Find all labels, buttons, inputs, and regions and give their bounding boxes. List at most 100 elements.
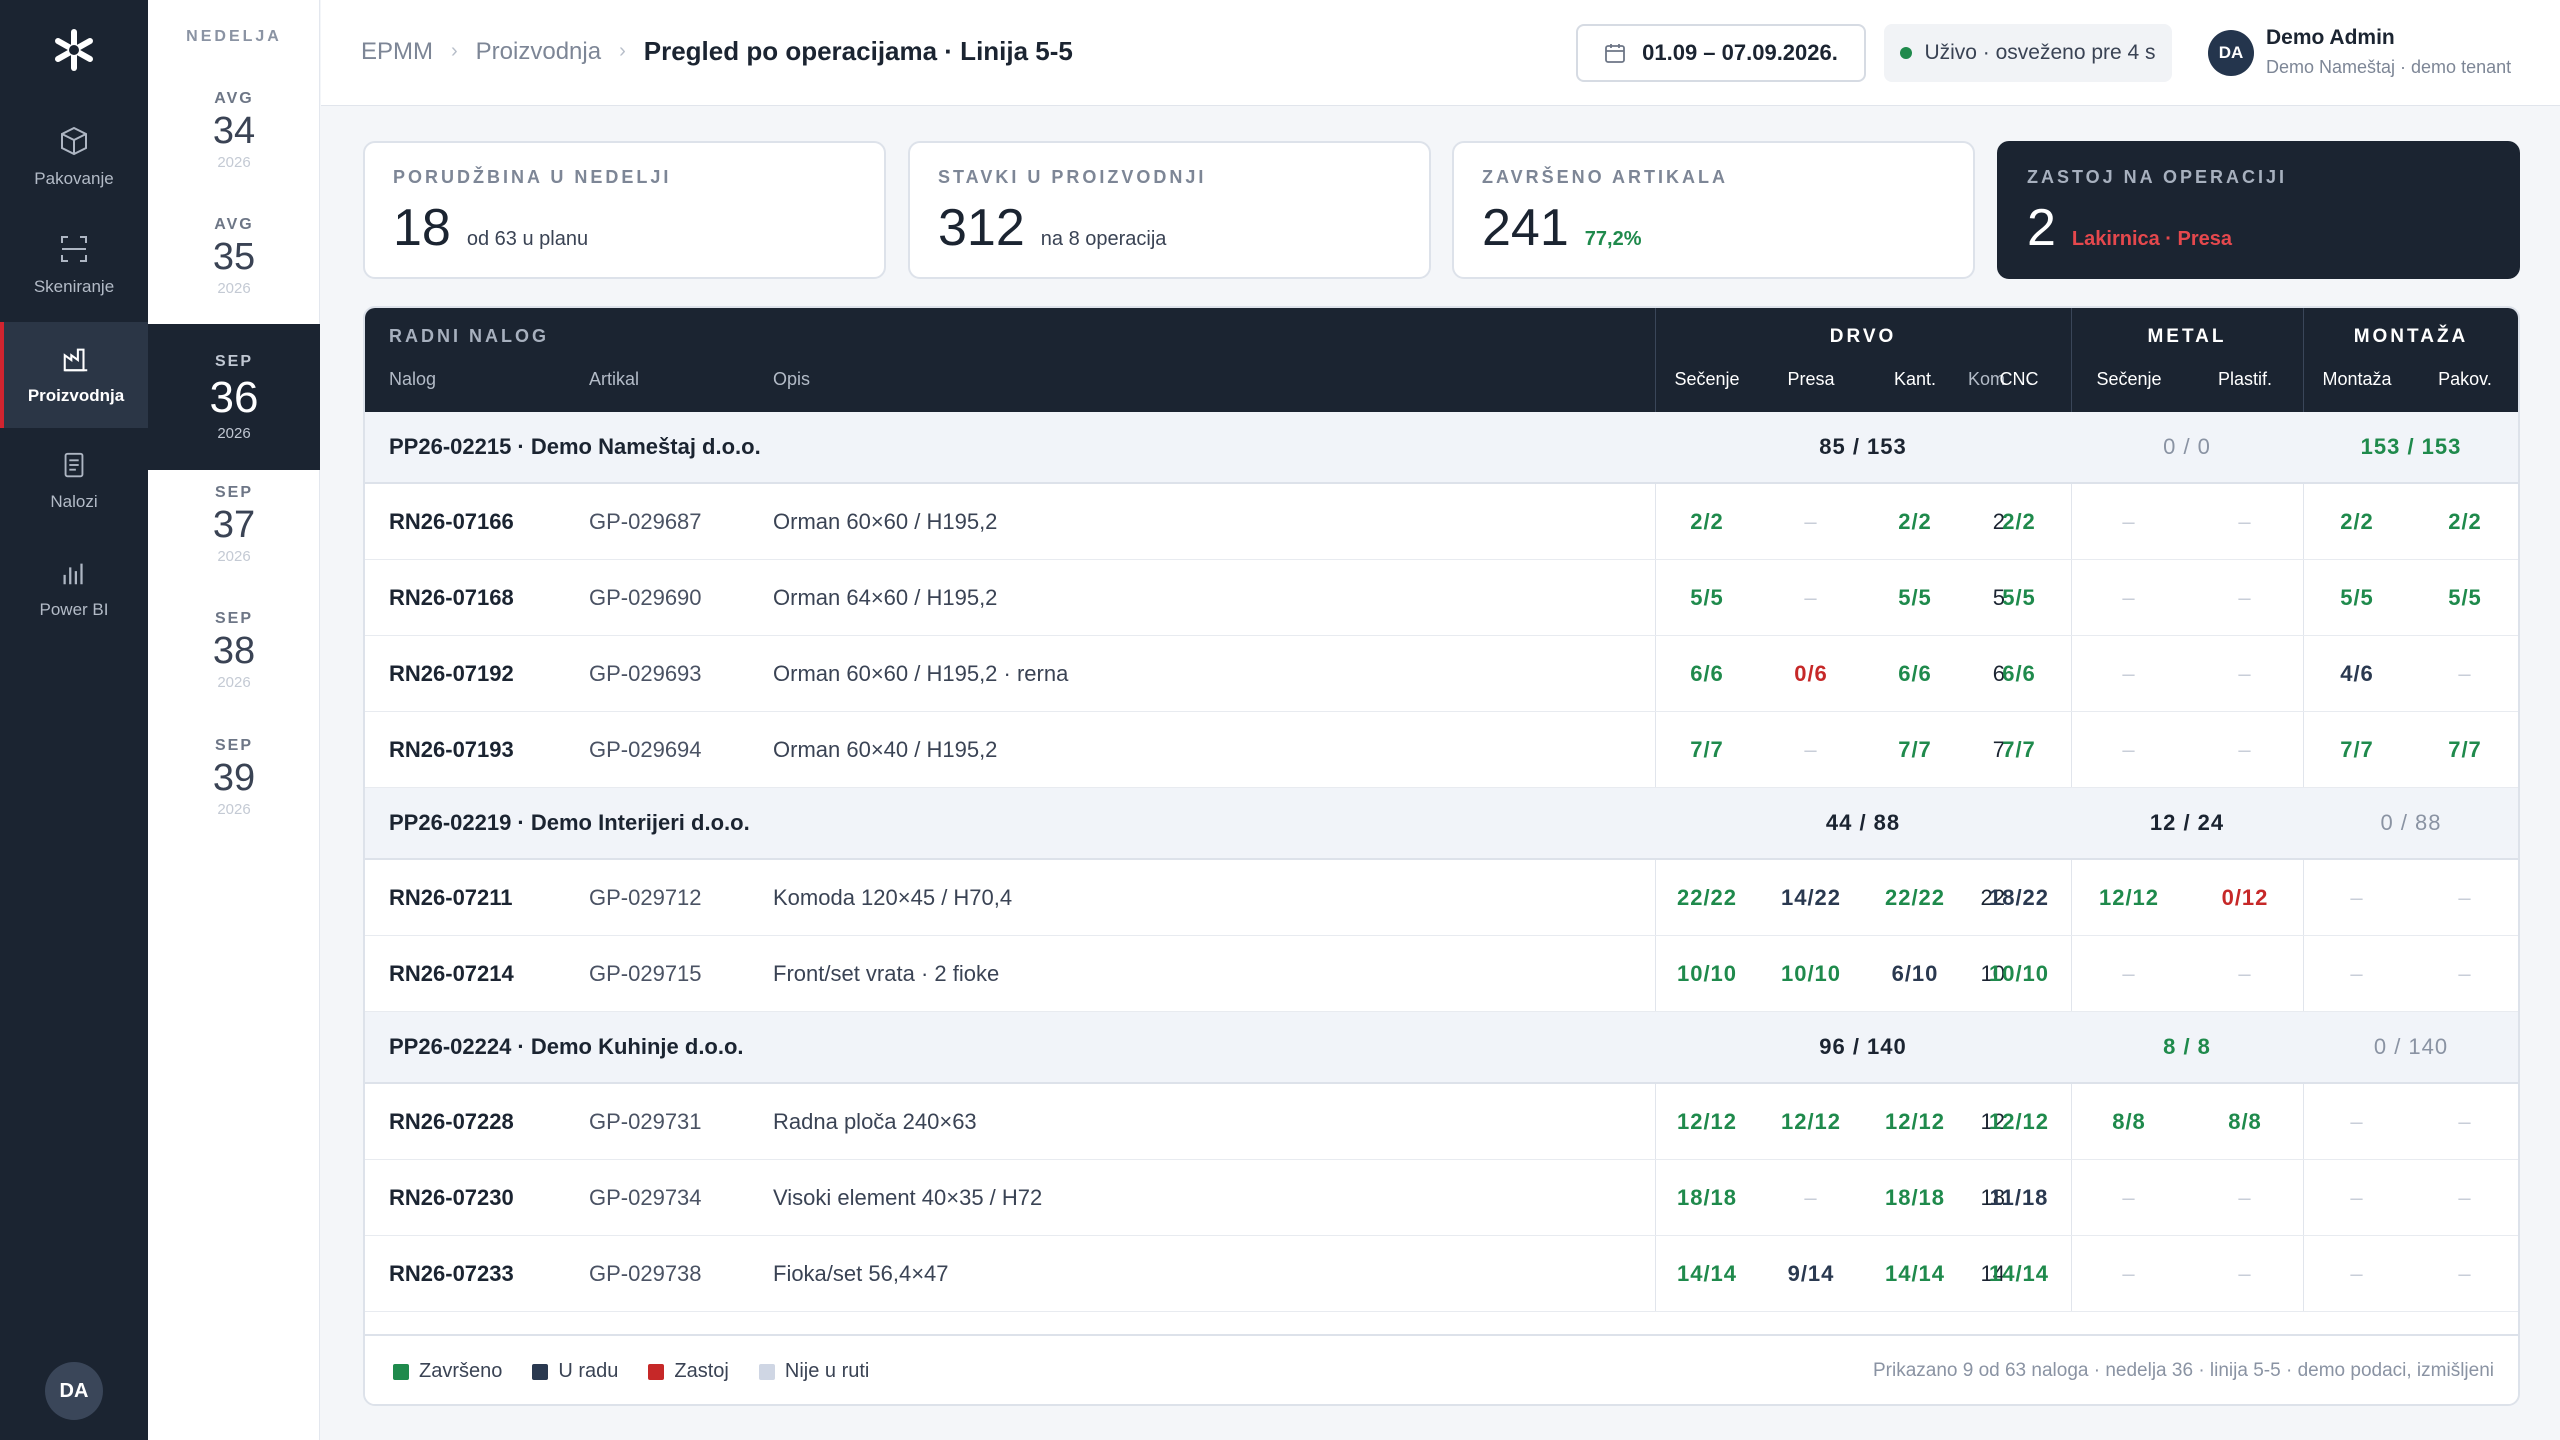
op-status-cell[interactable]: 5/5 — [2448, 584, 2482, 610]
order-group-row[interactable]: PP26-02219 · Demo Interijeri d.o.o. 44 / … — [365, 788, 2518, 860]
week-item-38[interactable]: SEP 38 2026 — [148, 586, 320, 714]
kpi-card-finished: Završeno artikala 241 77,2% — [1452, 141, 1975, 279]
op-status-cell[interactable]: 14/14 — [1988, 1260, 2050, 1286]
op-status-cell[interactable]: 5/5 — [2002, 584, 2036, 610]
column-divider — [2303, 1084, 2304, 1159]
op-status-cell[interactable]: 2/2 — [2448, 508, 2482, 534]
op-status-cell[interactable]: 18/18 — [1676, 1184, 1738, 1210]
op-status-cell[interactable]: 6/10 — [1891, 960, 1939, 986]
nav-item-pakovanje[interactable]: Pakovanje — [0, 104, 148, 210]
op-status-cell[interactable]: 12/12 — [1884, 1108, 1946, 1134]
op-status-cell[interactable]: 5/5 — [2340, 584, 2374, 610]
column-divider — [2303, 1160, 2304, 1235]
group-sum-drvo: 96 / 140 — [1819, 1034, 1907, 1059]
description: Front/set vrata · 2 fioke — [773, 960, 1000, 986]
op-status-cell[interactable]: 4/6 — [2340, 660, 2374, 686]
breadcrumb: EPMM › Proizvodnja › Pregled po operacij… — [361, 36, 1073, 67]
op-status-cell[interactable]: 2/2 — [1898, 508, 1932, 534]
group-header-montaža: MONTAŽA — [2353, 326, 2469, 347]
op-status-cell[interactable]: 2/2 — [2340, 508, 2374, 534]
group-sum-metal: 0 / 0 — [2163, 434, 2211, 459]
user-avatar[interactable]: DA — [2208, 30, 2254, 76]
op-status-cell[interactable]: 10/10 — [1988, 960, 2050, 986]
group-sum-montaža: 153 / 153 — [2360, 434, 2462, 459]
user-name[interactable]: Demo Admin — [2266, 26, 2395, 49]
op-status-cell: – — [2458, 1108, 2472, 1134]
op-status-cell[interactable]: 9/14 — [1787, 1260, 1835, 1286]
op-status-cell[interactable]: 2/2 — [2002, 508, 2036, 534]
table-row[interactable]: RN26-07166 GP-029687 Orman 60×60 / H195,2 2… — [365, 484, 2518, 560]
column-divider — [2519, 636, 2520, 711]
op-status-cell[interactable]: 5/5 — [1898, 584, 1932, 610]
date-range-button[interactable]: 01.09 – 07.09.2026. — [1576, 24, 1866, 82]
nav-item-power-bi[interactable]: Power BI — [0, 536, 148, 642]
op-status-cell[interactable]: 7/7 — [2002, 736, 2036, 762]
col-header-op[interactable]: Sečenje — [1674, 369, 1740, 389]
op-status-cell[interactable]: 10/10 — [1676, 960, 1738, 986]
op-status-cell[interactable]: 5/5 — [1690, 584, 1724, 610]
nav-item-skeniranje[interactable]: Skeniranje — [0, 212, 148, 318]
column-divider — [2071, 560, 2072, 635]
order-group-row[interactable]: PP26-02215 · Demo Nameštaj d.o.o. 85 / 15… — [365, 412, 2518, 484]
op-status-cell[interactable]: 6/6 — [1898, 660, 1932, 686]
week-item-39[interactable]: SEP 39 2026 — [148, 713, 320, 841]
calendar-icon — [1605, 44, 1626, 63]
op-status-cell[interactable]: 18/22 — [1988, 884, 2050, 910]
col-header-op[interactable]: Montaža — [2322, 369, 2392, 389]
week-item-37[interactable]: SEP 37 2026 — [148, 460, 320, 588]
nav-item-nalozi[interactable]: Nalozi — [0, 428, 148, 534]
op-status-cell[interactable]: 12/12 — [2098, 884, 2160, 910]
op-status-cell[interactable]: 18/18 — [1884, 1184, 1946, 1210]
op-status-cell: – — [2458, 1260, 2472, 1286]
kpi-value: 2 — [2027, 199, 2056, 257]
table-row[interactable]: RN26-07230 GP-029734 Visoki element 40×35 … — [365, 1160, 2518, 1236]
nav-item-proizvodnja[interactable]: Proizvodnja — [0, 322, 148, 428]
breadcrumb-item-epmm[interactable]: EPMM — [361, 37, 433, 65]
op-status-cell[interactable]: 7/7 — [1690, 736, 1724, 762]
col-header-op[interactable]: Pakov. — [2438, 369, 2492, 389]
op-status-cell[interactable]: 14/14 — [1884, 1260, 1946, 1286]
table-row[interactable]: RN26-07211 GP-029712 Komoda 120×45 / H70,4… — [365, 860, 2518, 936]
op-status-cell[interactable]: 14/22 — [1780, 884, 1842, 910]
op-status-cell[interactable]: 8/8 — [2112, 1108, 2146, 1134]
op-status-cell[interactable]: 12/12 — [1988, 1108, 2050, 1134]
op-status-cell[interactable]: 0/12 — [2221, 884, 2269, 910]
col-header-op[interactable]: Plastif. — [2217, 369, 2273, 389]
op-status-cell[interactable]: 2/2 — [1690, 508, 1724, 534]
op-status-cell[interactable]: 6/6 — [1690, 660, 1724, 686]
op-status-cell[interactable]: 22/22 — [1676, 884, 1738, 910]
op-status-cell[interactable]: 11/18 — [1989, 1184, 2049, 1210]
op-status-cell[interactable]: 12/12 — [1780, 1108, 1842, 1134]
op-status-cell[interactable]: 0/6 — [1794, 660, 1828, 686]
week-item-35[interactable]: AVG 35 2026 — [148, 192, 320, 320]
op-status-cell[interactable]: 12/12 — [1676, 1108, 1738, 1134]
order-number: RN26-07193 — [389, 736, 514, 762]
table-row[interactable]: RN26-07214 GP-029715 Front/set vrata · 2 f… — [365, 936, 2518, 1012]
table-row[interactable]: RN26-07193 GP-029694 Orman 60×40 / H195,2 7… — [365, 712, 2518, 788]
table-row[interactable]: RN26-07168 GP-029690 Orman 64×60 / H195,2 5… — [365, 560, 2518, 636]
col-header-op[interactable]: Presa — [1787, 369, 1835, 389]
col-header-op[interactable]: Kant. — [1893, 369, 1937, 389]
op-status-cell[interactable]: 14/14 — [1676, 1260, 1738, 1286]
col-header-op[interactable]: CNC — [1999, 369, 2039, 389]
op-status-cell[interactable]: 22/22 — [1884, 884, 1946, 910]
table-row[interactable]: RN26-07192 GP-029693 Orman 60×60 / H195,2 … — [365, 636, 2520, 712]
order-number: RN26-07230 — [389, 1184, 514, 1210]
op-status-cell[interactable]: 6/6 — [2002, 660, 2036, 686]
week-item-34[interactable]: AVG 34 2026 — [148, 66, 320, 194]
column-divider — [2519, 1236, 2520, 1311]
op-status-cell[interactable]: 7/7 — [2448, 736, 2482, 762]
week-item-36[interactable]: SEP 36 2026 — [148, 324, 320, 470]
order-group-row[interactable]: PP26-02224 · Demo Kuhinje d.o.o. 96 / 140… — [365, 1012, 2518, 1084]
app-logo-icon[interactable] — [0, 22, 148, 78]
breadcrumb-item-proizvodnja[interactable]: Proizvodnja — [475, 37, 602, 65]
op-status-cell[interactable]: 8/8 — [2228, 1108, 2262, 1134]
op-status-cell[interactable]: 7/7 — [1898, 736, 1932, 762]
op-status-cell[interactable]: 10/10 — [1780, 960, 1842, 986]
op-status-cell[interactable]: 7/7 — [2340, 736, 2374, 762]
table-row[interactable]: RN26-07233 GP-029738 Fioka/set 56,4×47 14 14… — [365, 1236, 2520, 1312]
column-divider — [2303, 1236, 2304, 1311]
table-row[interactable]: RN26-07228 GP-029731 Radna ploča 240×63 12 1… — [365, 1084, 2518, 1160]
col-header-op[interactable]: Sečenje — [2096, 369, 2162, 389]
avatar[interactable]: DA — [45, 1362, 103, 1420]
